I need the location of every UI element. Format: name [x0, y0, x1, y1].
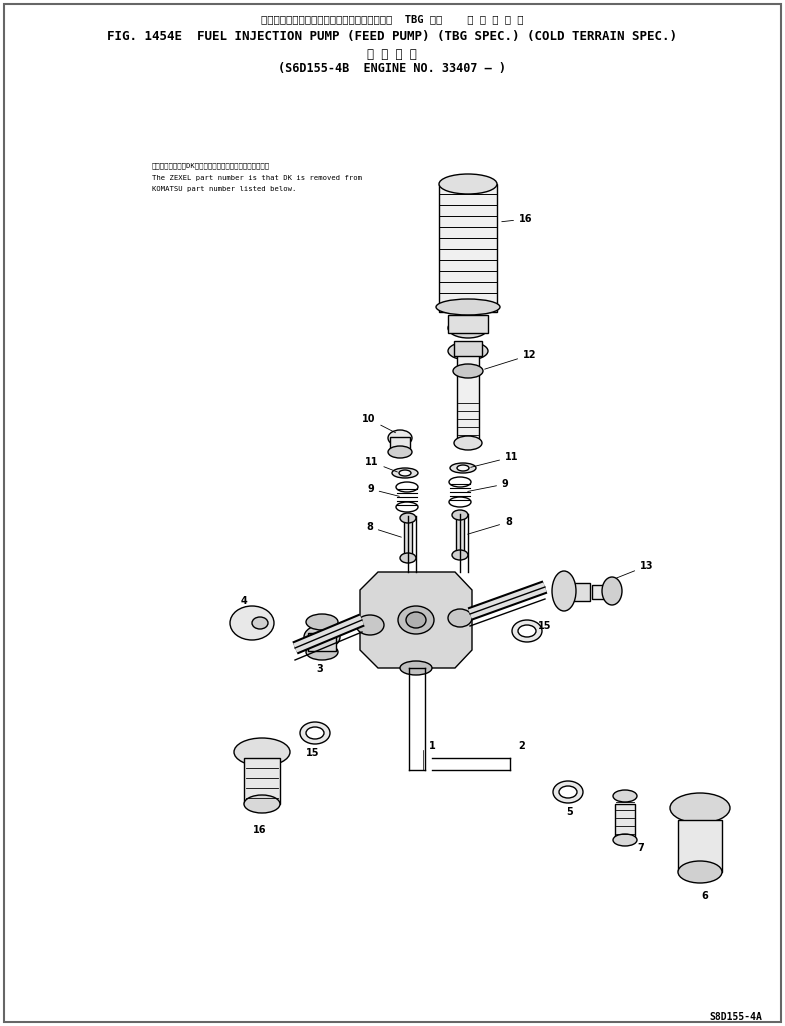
Bar: [678, 820, 722, 872]
Ellipse shape: [552, 571, 576, 611]
Ellipse shape: [388, 446, 412, 458]
Text: 16: 16: [254, 825, 267, 835]
Ellipse shape: [454, 436, 482, 450]
Ellipse shape: [400, 553, 416, 563]
Text: FIG. 1454E  FUEL INJECTION PUMP (FEED PUMP) (TBG SPEC.) (COLD TERRAIN SPEC.): FIG. 1454E FUEL INJECTION PUMP (FEED PUM…: [107, 30, 677, 43]
Text: 11: 11: [365, 457, 397, 472]
Text: 15: 15: [306, 748, 319, 758]
Ellipse shape: [356, 615, 384, 635]
Text: フェルインジェクションポンプフィードポンプ  TBG 仕様    寒 冷 地 仕 様: フェルインジェクションポンプフィードポンプ TBG 仕様 寒 冷 地 仕 様: [261, 14, 524, 24]
Text: 13: 13: [616, 561, 653, 578]
Ellipse shape: [450, 463, 476, 473]
Text: 適 用 機 種: 適 用 機 種: [367, 48, 417, 61]
Ellipse shape: [306, 614, 338, 630]
Ellipse shape: [452, 550, 468, 560]
Ellipse shape: [300, 722, 330, 744]
Ellipse shape: [678, 861, 722, 883]
Ellipse shape: [230, 606, 274, 640]
Bar: [439, 184, 497, 312]
Text: The ZEXEL part number is that DK is removed from: The ZEXEL part number is that DK is remo…: [152, 175, 362, 181]
Ellipse shape: [457, 465, 469, 471]
Text: 15: 15: [539, 621, 552, 631]
Ellipse shape: [613, 790, 637, 802]
Text: 2: 2: [519, 741, 525, 751]
Text: (S6D155-4B  ENGINE NO. 33407 – ): (S6D155-4B ENGINE NO. 33407 – ): [278, 62, 506, 75]
Ellipse shape: [400, 661, 432, 675]
Text: 1: 1: [429, 741, 436, 751]
Bar: [457, 343, 479, 443]
Ellipse shape: [452, 510, 468, 520]
Ellipse shape: [306, 644, 338, 660]
Bar: [308, 633, 336, 652]
Bar: [615, 804, 635, 840]
Text: 12: 12: [484, 350, 536, 369]
Bar: [456, 517, 464, 555]
Text: 16: 16: [502, 214, 532, 224]
Text: 4: 4: [241, 596, 247, 606]
Text: 5: 5: [567, 807, 573, 817]
Ellipse shape: [602, 577, 622, 605]
Bar: [454, 341, 482, 356]
Ellipse shape: [448, 318, 488, 338]
Ellipse shape: [448, 342, 488, 360]
Ellipse shape: [512, 620, 542, 642]
Bar: [592, 585, 612, 599]
Ellipse shape: [392, 468, 418, 478]
Bar: [390, 437, 410, 452]
Ellipse shape: [448, 609, 472, 627]
Ellipse shape: [553, 781, 583, 803]
Text: 9: 9: [468, 479, 509, 491]
Ellipse shape: [439, 174, 497, 194]
Ellipse shape: [559, 786, 577, 798]
Ellipse shape: [670, 793, 730, 823]
Text: 10: 10: [362, 415, 396, 433]
Ellipse shape: [398, 606, 434, 634]
Text: KOMATSU part number listed below.: KOMATSU part number listed below.: [152, 186, 297, 192]
Text: 9: 9: [367, 484, 400, 497]
Text: 6: 6: [702, 891, 708, 901]
Ellipse shape: [436, 299, 500, 315]
Ellipse shape: [399, 470, 411, 476]
Ellipse shape: [613, 834, 637, 846]
Ellipse shape: [388, 430, 412, 446]
Text: 8: 8: [366, 522, 401, 538]
Ellipse shape: [453, 364, 483, 378]
Bar: [244, 758, 280, 804]
Ellipse shape: [306, 727, 324, 739]
Text: 11: 11: [471, 452, 519, 467]
Ellipse shape: [234, 738, 290, 766]
Text: S8D155-4A: S8D155-4A: [709, 1012, 762, 1022]
Bar: [448, 315, 488, 333]
Bar: [404, 520, 412, 558]
Ellipse shape: [518, 625, 536, 637]
Ellipse shape: [304, 625, 340, 649]
Ellipse shape: [400, 513, 416, 523]
Text: 8: 8: [468, 517, 512, 535]
Ellipse shape: [406, 611, 426, 628]
Bar: [564, 583, 590, 601]
Text: 3: 3: [316, 664, 323, 674]
Ellipse shape: [244, 795, 280, 813]
Polygon shape: [360, 573, 472, 668]
Text: 7: 7: [637, 843, 644, 853]
Text: 品番のメーカ番号DKを除いたものがゼクセルの品番です。: 品番のメーカ番号DKを除いたものがゼクセルの品番です。: [152, 162, 270, 168]
Ellipse shape: [252, 617, 268, 629]
